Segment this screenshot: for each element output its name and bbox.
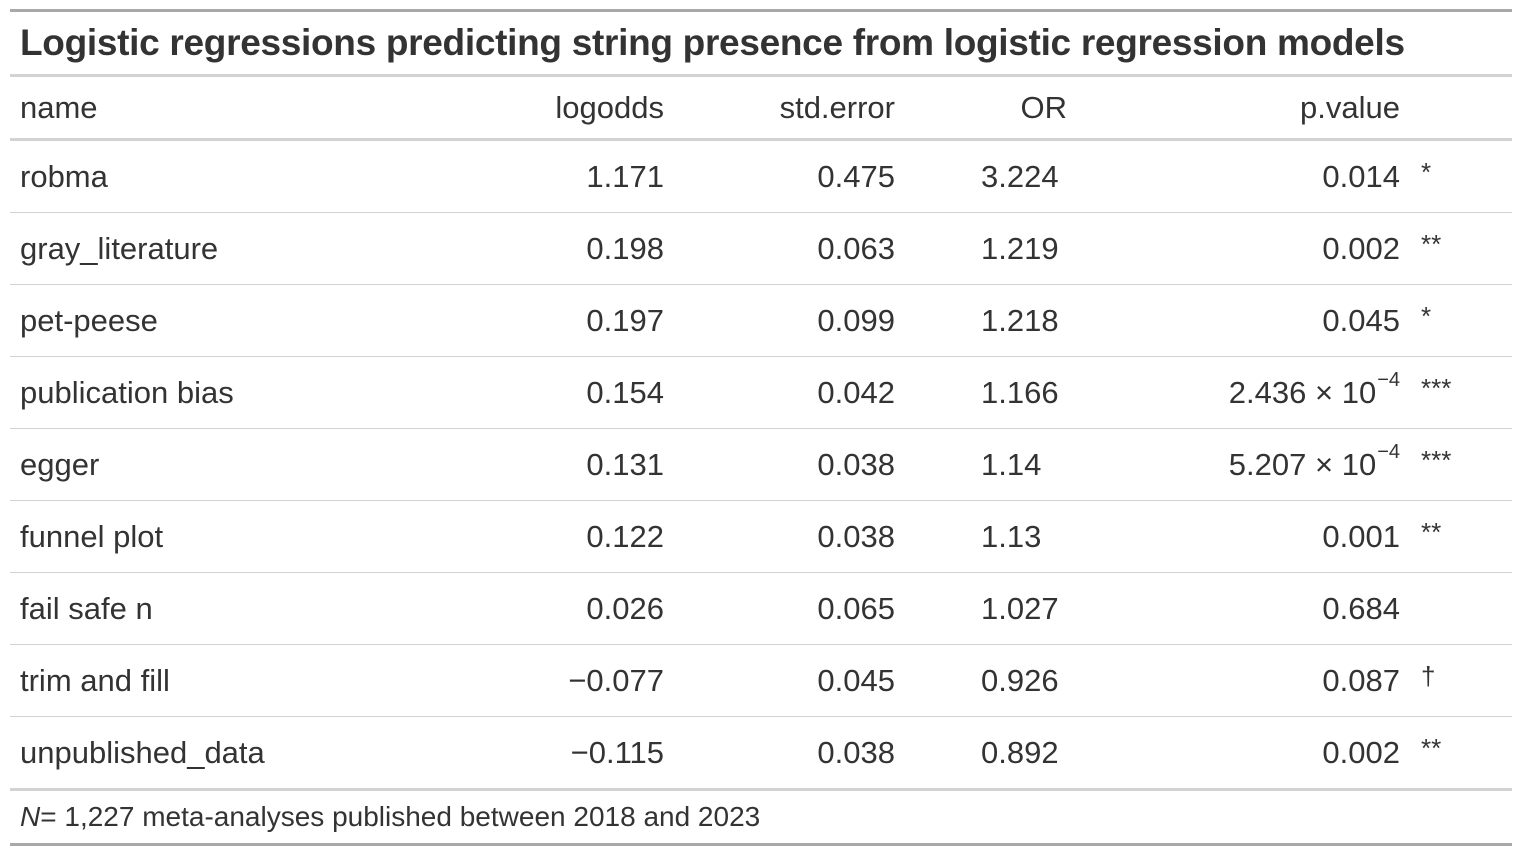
- cell-logodds: 0.026: [586, 590, 664, 626]
- cell-or: 1.14: [981, 446, 1042, 482]
- cell-std-error: 0.063: [817, 230, 895, 266]
- cell-significance: ***: [1421, 373, 1452, 403]
- header-p-value: p.value: [1300, 89, 1400, 125]
- cell-std-error: 0.042: [817, 374, 895, 410]
- table-row: fail safe n 0.026 0.065 1.027 0.684: [10, 573, 1512, 645]
- table-row: egger 0.131 0.038 1.14 5.207 × 10 −4 ***: [10, 429, 1512, 501]
- cell-std-error: 0.045: [817, 662, 895, 698]
- cell-p-value: 0.684: [1322, 573, 1400, 644]
- cell-or: 1.218: [981, 302, 1059, 338]
- p-value-mantissa: 0.002: [1322, 230, 1400, 266]
- cell-std-error: 0.475: [817, 158, 895, 194]
- cell-name: unpublished_data: [20, 734, 265, 770]
- cell-name: gray_literature: [20, 230, 219, 266]
- cell-or: 3.224: [981, 158, 1059, 194]
- cell-logodds: −0.115: [570, 734, 664, 770]
- cell-significance: **: [1421, 517, 1442, 547]
- cell-p-value: 5.207 × 10 −4: [1229, 429, 1400, 500]
- cell-logodds: 0.198: [586, 230, 664, 266]
- table-row: trim and fill −0.077 0.045 0.926 0.087 †: [10, 645, 1512, 717]
- p-value-exponent: −4: [1377, 441, 1400, 463]
- header-logodds: logodds: [555, 89, 664, 125]
- table-body: robma 1.171 0.475 3.224 0.014 * gray_literatur…: [10, 141, 1512, 791]
- cell-name: fail safe n: [20, 590, 153, 626]
- cell-or: 0.892: [981, 734, 1059, 770]
- cell-significance: †: [1421, 661, 1436, 691]
- table-row: gray_literature 0.198 0.063 1.219 0.002 **: [10, 213, 1512, 285]
- cell-or: 0.926: [981, 662, 1059, 698]
- header-or: OR: [1020, 89, 1068, 125]
- p-value-mantissa: 0.002: [1322, 734, 1400, 770]
- p-value-exponent: −4: [1377, 369, 1400, 391]
- cell-name: robma: [20, 158, 108, 194]
- cell-name: trim and fill: [20, 662, 170, 698]
- cell-logodds: 1.171: [586, 158, 664, 194]
- cell-logodds: 0.197: [586, 302, 664, 338]
- cell-or: 1.166: [981, 374, 1059, 410]
- table-row: funnel plot 0.122 0.038 1.13 0.001 **: [10, 501, 1512, 573]
- cell-std-error: 0.038: [817, 518, 895, 554]
- cell-or: 1.13: [981, 518, 1042, 554]
- p-value-mantissa: 0.684: [1322, 590, 1400, 626]
- cell-logodds: 0.154: [586, 374, 664, 410]
- cell-or: 1.027: [981, 590, 1059, 626]
- p-value-mantissa: 0.001: [1322, 518, 1400, 554]
- p-value-mantissa: 0.087: [1322, 662, 1400, 698]
- cell-logodds: −0.077: [568, 662, 664, 698]
- cell-significance: **: [1421, 229, 1442, 259]
- table-row: unpublished_data −0.115 0.038 0.892 0.002 **: [10, 717, 1512, 791]
- cell-p-value: 0.087: [1322, 645, 1400, 716]
- cell-name: egger: [20, 446, 100, 482]
- cell-p-value: 0.045: [1322, 285, 1400, 356]
- cell-std-error: 0.038: [817, 446, 895, 482]
- cell-p-value: 2.436 × 10 −4: [1229, 357, 1400, 428]
- table-row: pet-peese 0.197 0.099 1.218 0.045 *: [10, 285, 1512, 357]
- cell-std-error: 0.065: [817, 590, 895, 626]
- table-top-rule: [10, 9, 1512, 12]
- footnote-text: = 1,227 meta-analyses published between …: [40, 801, 761, 832]
- table-title-row: Logistic regressions predicting string p…: [10, 12, 1512, 77]
- p-value-mantissa: 5.207 × 10: [1228, 446, 1377, 482]
- regression-table: Logistic regressions predicting string p…: [10, 9, 1512, 846]
- p-value-mantissa: 0.045: [1322, 302, 1400, 338]
- cell-name: pet-peese: [20, 302, 158, 338]
- cell-p-value: 0.001: [1322, 501, 1400, 572]
- cell-logodds: 0.131: [586, 446, 664, 482]
- cell-p-value: 0.002: [1322, 717, 1400, 788]
- p-value-mantissa: 2.436 × 10: [1228, 374, 1377, 410]
- table-row: robma 1.171 0.475 3.224 0.014 *: [10, 141, 1512, 213]
- cell-name: publication bias: [20, 374, 234, 410]
- cell-p-value: 0.014: [1322, 141, 1400, 212]
- p-value-mantissa: 0.014: [1322, 158, 1400, 194]
- table-header-row: name logodds std.error OR p.value: [10, 77, 1512, 141]
- table-row: publication bias 0.154 0.042 1.166 2.436 × 1…: [10, 357, 1512, 429]
- header-name: name: [20, 89, 98, 125]
- cell-name: funnel plot: [20, 518, 164, 554]
- table-title: Logistic regressions predicting string p…: [20, 22, 1405, 63]
- cell-or: 1.219: [981, 230, 1059, 266]
- cell-logodds: 0.122: [586, 518, 664, 554]
- cell-significance: *: [1421, 157, 1432, 187]
- cell-std-error: 0.038: [817, 734, 895, 770]
- cell-std-error: 0.099: [817, 302, 895, 338]
- table-footnote: N = 1,227 meta-analyses published betwee…: [10, 791, 1512, 843]
- header-std-error: std.error: [779, 89, 895, 125]
- table-bottom-rule: [10, 843, 1512, 846]
- cell-significance: ***: [1421, 445, 1452, 475]
- cell-significance: **: [1421, 733, 1442, 763]
- cell-p-value: 0.002: [1322, 213, 1400, 284]
- footnote-n-label: N: [20, 801, 41, 832]
- cell-significance: *: [1421, 301, 1432, 331]
